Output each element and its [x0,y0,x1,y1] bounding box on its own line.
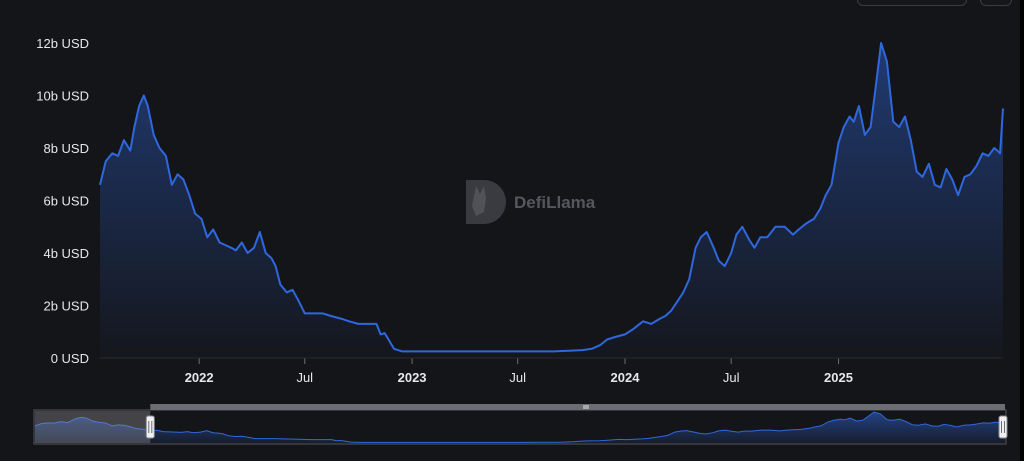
llama-logo-icon [466,180,506,224]
navigator-area [35,412,1005,443]
x-tick-label: Jul [723,370,740,385]
x-axis: 2022 Jul 2023 Jul 2024 Jul 2025 [185,358,853,385]
watermark: DefiLlama [466,180,596,224]
navigator-handle-right[interactable] [998,415,1008,439]
y-tick-label: 2b USD [43,299,89,314]
series-area [100,43,1003,358]
scrollbar-grip-icon[interactable] [583,405,589,409]
navigator-handle-left[interactable] [145,415,155,439]
x-tick-label: 2024 [611,370,641,385]
navigator-scrollbar[interactable] [150,404,1005,410]
x-tick-label: 2025 [824,370,853,385]
y-tick-label: 4b USD [43,246,89,261]
y-tick-label: 10b USD [36,89,89,104]
navigator-unselected-mask [35,411,151,443]
series-line [99,42,1004,353]
y-tick-label: 6b USD [43,194,89,209]
x-tick-label: Jul [296,370,313,385]
y-tick-label: 0 USD [51,351,89,366]
y-tick-label: 8b USD [43,141,89,156]
x-tick-label: Jul [509,370,526,385]
y-axis: 0 USD 2b USD 4b USD 6b USD 8b USD 10b USD 12b … [36,36,89,366]
navigator-line [34,411,1006,443]
x-tick-label: 2023 [398,370,427,385]
x-tick-label: 2022 [185,370,214,385]
watermark-text: DefiLlama [514,193,596,212]
range-navigator[interactable] [33,404,1008,445]
y-tick-label: 12b USD [36,36,89,51]
